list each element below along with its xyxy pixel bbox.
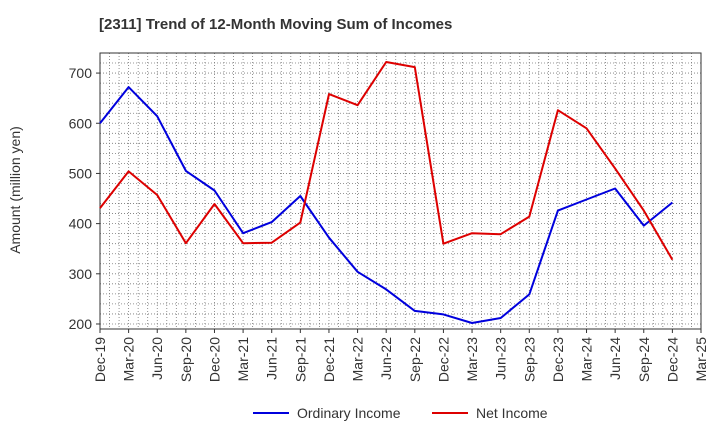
x-tick-label: Dec-24 [664, 337, 680, 382]
y-tick-label: 300 [69, 266, 93, 282]
legend-swatch-net-income [432, 412, 468, 414]
x-tick-label: Dec-21 [321, 337, 337, 382]
x-tick-label: Sep-24 [636, 337, 652, 382]
plot-frame [99, 52, 702, 330]
x-tick-label: Mar-24 [579, 337, 595, 382]
legend-swatch-ordinary-income [253, 412, 289, 414]
y-tick-label: 600 [69, 115, 93, 131]
chart-title: [2311] Trend of 12-Month Moving Sum of I… [99, 16, 453, 33]
legend: Ordinary Income Net Income [0, 405, 720, 425]
x-tick-label: Jun-23 [493, 337, 509, 380]
plot-area [100, 53, 701, 329]
x-tick-label: Jun-24 [607, 337, 623, 380]
y-tick-label: 400 [69, 216, 93, 232]
legend-item-ordinary-income: Ordinary Income [253, 405, 400, 421]
x-tick-label: Sep-21 [292, 337, 308, 382]
x-tick-label: Mar-23 [464, 337, 480, 382]
x-tick-label: Dec-23 [550, 337, 566, 382]
x-tick-label: Jun-21 [264, 337, 280, 380]
x-tick-label: Sep-20 [178, 337, 194, 382]
x-tick-label: Jun-20 [149, 337, 165, 380]
series-line-net-income [99, 61, 674, 261]
x-tick-label: Mar-20 [121, 337, 137, 382]
x-tick-label: Mar-22 [350, 337, 366, 382]
legend-item-net-income: Net Income [432, 405, 548, 421]
x-tick-label: Jun-22 [378, 337, 394, 380]
x-tick-label: Mar-21 [235, 337, 251, 382]
legend-label-ordinary-income: Ordinary Income [297, 405, 401, 421]
y-tick-label: 500 [69, 165, 93, 181]
series-line-ordinary-income [99, 86, 674, 324]
y-tick-label: 700 [69, 65, 93, 81]
x-tick-label: Dec-20 [206, 337, 222, 382]
x-tick-label: Sep-22 [407, 337, 423, 382]
x-tick-label: Dec-22 [435, 337, 451, 382]
line-chart: 200 300 400 500 600 700 Dec-19 Mar-20 Jun-20 Sep-… [69, 52, 709, 382]
y-tick-label: 200 [69, 316, 93, 332]
legend-label-net-income: Net Income [476, 405, 548, 421]
x-tick-label: Dec-19 [92, 337, 108, 382]
x-tick-label: Mar-25 [693, 337, 709, 382]
x-tick-label: Sep-23 [521, 337, 537, 382]
